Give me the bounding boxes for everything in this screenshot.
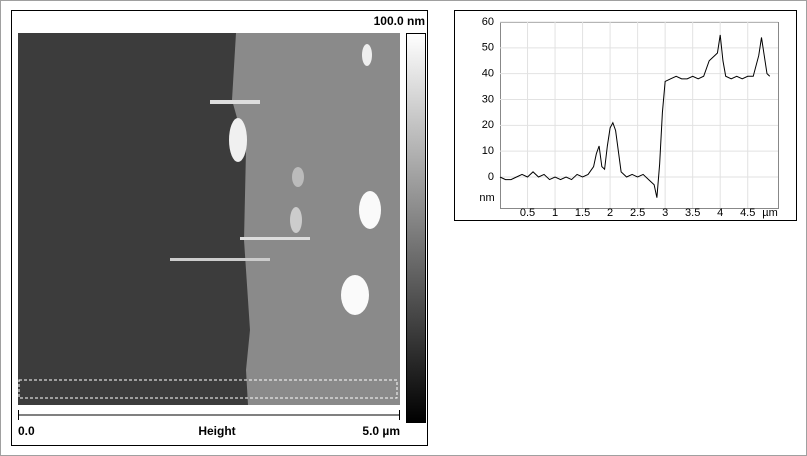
afm-streak bbox=[240, 237, 310, 240]
x-tick-label: 1.5 bbox=[575, 207, 590, 219]
y-tick-label: 20 bbox=[482, 119, 494, 131]
profile-line bbox=[499, 34, 771, 198]
afm-streak bbox=[170, 258, 270, 261]
channel-label: Height bbox=[198, 424, 235, 438]
color-bar bbox=[406, 33, 426, 423]
y-tick-label: 40 bbox=[482, 68, 494, 80]
scale-max-x: 5.0 µm bbox=[362, 424, 400, 438]
profile-plot: 0 10 20 30 40 50 60 0.5 1 1.5 2 2.5 3 3.5 4 4.5 bbox=[482, 16, 778, 219]
afm-feature bbox=[359, 191, 381, 229]
x-tick-label: 4.5 bbox=[740, 207, 755, 219]
y-tick-label: 30 bbox=[482, 93, 494, 105]
x-axis-label: µm bbox=[762, 207, 778, 219]
x-tick-label: 0.5 bbox=[520, 207, 535, 219]
afm-feature bbox=[292, 167, 304, 187]
y-tick-label: 10 bbox=[482, 145, 494, 157]
afm-feature bbox=[229, 118, 247, 162]
profile-selection bbox=[18, 379, 398, 399]
x-tick-label: 4 bbox=[717, 207, 723, 219]
x-tick-label: 3 bbox=[662, 207, 668, 219]
y-tick-label: 60 bbox=[482, 16, 494, 28]
scale-max: 100.0 nm bbox=[374, 14, 425, 28]
x-tick-label: 2 bbox=[607, 207, 613, 219]
x-tick-label: 2.5 bbox=[630, 207, 645, 219]
y-tick-label: 50 bbox=[482, 42, 494, 54]
afm-feature bbox=[290, 207, 302, 233]
scale-min: 0.0 bbox=[18, 424, 35, 438]
plot-area bbox=[500, 22, 779, 209]
y-axis-label: nm bbox=[479, 192, 494, 204]
afm-feature bbox=[362, 44, 372, 66]
afm-feature bbox=[341, 275, 369, 315]
x-tick-label: 1 bbox=[552, 207, 558, 219]
x-tick-label: 3.5 bbox=[685, 207, 700, 219]
y-tick-label: 0 bbox=[488, 171, 494, 183]
afm-streak bbox=[210, 100, 260, 104]
